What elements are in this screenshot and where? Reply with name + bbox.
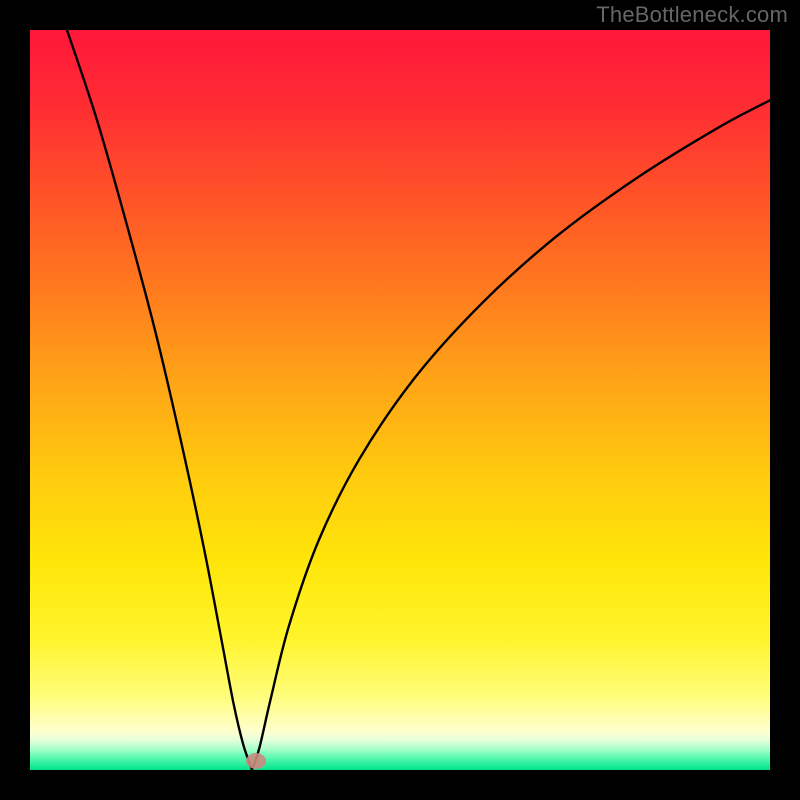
chart-frame: TheBottleneck.com [0, 0, 800, 800]
bottleneck-curve [30, 30, 770, 770]
watermark-text: TheBottleneck.com [596, 2, 788, 28]
optimum-marker [246, 753, 266, 769]
plot-area [30, 30, 770, 770]
